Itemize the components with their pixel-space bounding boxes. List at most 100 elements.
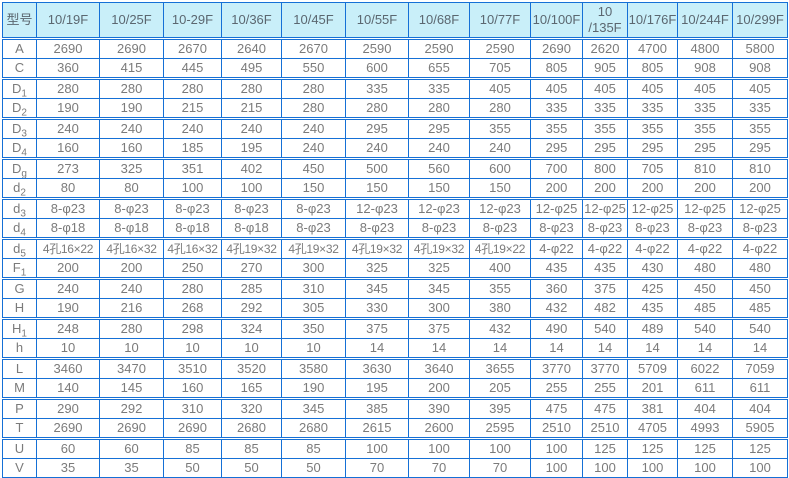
row-label-base: L xyxy=(15,361,24,377)
table-cell: 3770 xyxy=(582,357,628,379)
table-cell: 3520 xyxy=(221,357,282,379)
table-cell: 60 xyxy=(36,437,100,459)
table-cell: 8-φ23 xyxy=(582,218,628,239)
table-cell: 255 xyxy=(530,378,583,399)
row-label-base: d xyxy=(13,241,21,257)
table-cell: 480 xyxy=(732,258,788,279)
table-cell: 540 xyxy=(732,317,788,339)
table-cell: 8-φ23 xyxy=(281,218,346,239)
table-row: D1 280 280 280 280 280 335 335 405 405 405 405 405 40… xyxy=(2,77,788,99)
row-label-base: D xyxy=(12,161,22,177)
row-label: d4 xyxy=(2,218,37,239)
column-header-model: 10/100F xyxy=(530,2,583,39)
table-cell: 445 xyxy=(163,58,222,79)
table-cell: 292 xyxy=(221,298,282,319)
table-cell: 375 xyxy=(582,277,628,299)
row-label: G xyxy=(2,277,37,299)
table-cell: 216 xyxy=(99,298,164,319)
table-cell: 335 xyxy=(627,98,678,119)
header-row: 型号 10/19F 10/25F 10-29F 10/36F 10/45F 10/55F 1… xyxy=(2,2,788,39)
table-cell: 335 xyxy=(345,77,409,99)
table-cell: 335 xyxy=(530,98,583,119)
table-cell: 2640 xyxy=(221,37,282,59)
table-cell: 268 xyxy=(163,298,222,319)
table-cell: 345 xyxy=(345,277,409,299)
table-cell: 381 xyxy=(627,397,678,419)
table-cell: 355 xyxy=(582,117,628,139)
table-cell: 10 xyxy=(163,338,222,359)
table-cell: 2590 xyxy=(469,37,531,59)
table-cell: 2690 xyxy=(36,37,100,59)
table-cell: 8-φ23 xyxy=(677,218,733,239)
table-cell: 215 xyxy=(163,98,222,119)
row-label: D4 xyxy=(2,138,37,159)
table-cell: 705 xyxy=(469,58,531,79)
row-label-subscript: g xyxy=(21,168,27,179)
table-cell: 550 xyxy=(281,58,346,79)
row-label-base: F xyxy=(12,260,21,275)
table-cell: 145 xyxy=(99,378,164,399)
table-cell: 185 xyxy=(163,138,222,159)
table-cell: 5800 xyxy=(732,37,788,59)
table-cell: 12-φ23 xyxy=(469,197,531,219)
table-cell: 325 xyxy=(99,157,164,179)
table-cell: 335 xyxy=(732,98,788,119)
table-cell: 248 xyxy=(36,317,100,339)
table-cell: 295 xyxy=(677,138,733,159)
table-cell: 405 xyxy=(677,77,733,99)
row-label: d5 xyxy=(2,237,37,259)
row-label-subscript: 1 xyxy=(21,328,27,339)
table-cell: 345 xyxy=(408,277,470,299)
table-cell: 330 xyxy=(345,298,409,319)
table-cell: 14 xyxy=(732,338,788,359)
table-cell: 190 xyxy=(36,298,100,319)
table-cell: 655 xyxy=(408,58,470,79)
table-cell: 8-φ18 xyxy=(221,218,282,239)
table-cell: 150 xyxy=(469,178,531,199)
table-cell: 300 xyxy=(281,258,346,279)
table-cell: 100 xyxy=(677,458,733,478)
table-cell: 195 xyxy=(345,378,409,399)
table-cell: 240 xyxy=(221,117,282,139)
table-cell: 240 xyxy=(345,138,409,159)
table-cell: 310 xyxy=(163,397,222,419)
table-cell: 280 xyxy=(163,277,222,299)
table-cell: 435 xyxy=(582,258,628,279)
table-cell: 2690 xyxy=(99,418,164,439)
spec-table-header: 型号 10/19F 10/25F 10-29F 10/36F 10/45F 10/55F 1… xyxy=(2,2,788,39)
column-header-model: 10/45F xyxy=(281,2,346,39)
table-cell: 280 xyxy=(99,317,164,339)
table-cell: 908 xyxy=(677,58,733,79)
table-cell: 8-φ18 xyxy=(163,218,222,239)
table-cell: 200 xyxy=(582,178,628,199)
table-cell: 325 xyxy=(408,258,470,279)
table-cell: 432 xyxy=(530,298,583,319)
row-label-subscript: 2 xyxy=(20,187,26,199)
table-cell: 14 xyxy=(627,338,678,359)
table-cell: 2670 xyxy=(163,37,222,59)
table-cell: 404 xyxy=(732,397,788,419)
table-cell: 475 xyxy=(582,397,628,419)
table-cell: 430 xyxy=(627,258,678,279)
table-cell: 355 xyxy=(677,117,733,139)
table-cell: 705 xyxy=(627,157,678,179)
table-cell: 495 xyxy=(221,58,282,79)
table-row: Dg 273 325 351 402 450 500 560 600 700 800 705 810 81… xyxy=(2,157,788,179)
row-label-base: d xyxy=(13,220,21,235)
table-row: G 240 240 280 285 310 345 345 355 360 375 425 450 450 xyxy=(2,277,788,299)
table-cell: 355 xyxy=(732,117,788,139)
table-cell: 280 xyxy=(36,77,100,99)
table-cell: 432 xyxy=(469,317,531,339)
table-cell: 8-φ23 xyxy=(99,197,164,219)
row-label: P xyxy=(2,397,37,419)
table-cell: 7059 xyxy=(732,357,788,379)
table-cell: 100 xyxy=(530,437,583,459)
table-cell: 435 xyxy=(530,258,583,279)
table-cell: 70 xyxy=(469,458,531,478)
table-cell: 190 xyxy=(36,98,100,119)
table-cell: 355 xyxy=(530,117,583,139)
row-label-subscript: 3 xyxy=(21,128,27,139)
table-cell: 402 xyxy=(221,157,282,179)
table-cell: 800 xyxy=(582,157,628,179)
